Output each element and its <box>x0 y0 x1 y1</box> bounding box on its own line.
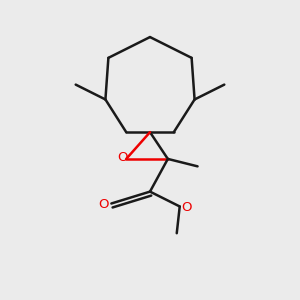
Text: O: O <box>181 201 191 214</box>
Text: O: O <box>117 151 128 164</box>
Text: O: O <box>98 198 108 211</box>
